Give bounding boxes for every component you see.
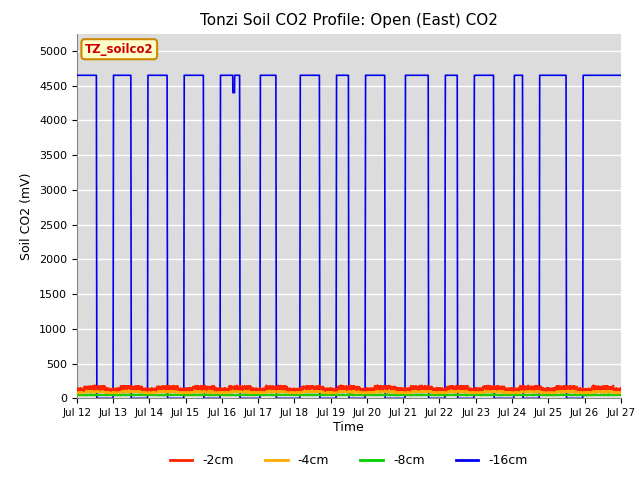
Legend: -2cm, -4cm, -8cm, -16cm: -2cm, -4cm, -8cm, -16cm bbox=[165, 449, 532, 472]
Title: Tonzi Soil CO2 Profile: Open (East) CO2: Tonzi Soil CO2 Profile: Open (East) CO2 bbox=[200, 13, 498, 28]
X-axis label: Time: Time bbox=[333, 421, 364, 434]
Text: TZ_soilco2: TZ_soilco2 bbox=[85, 43, 154, 56]
Y-axis label: Soil CO2 (mV): Soil CO2 (mV) bbox=[20, 172, 33, 260]
